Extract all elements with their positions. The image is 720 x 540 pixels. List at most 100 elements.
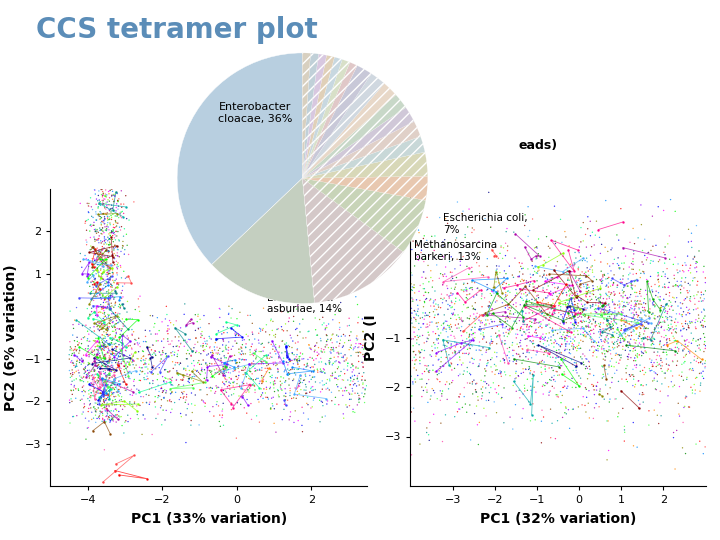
Point: [620, 291, 631, 300]
Point: [112, 349, 123, 358]
Point: [431, 375, 443, 383]
Point: [567, 320, 579, 329]
Point: [179, 398, 191, 407]
Point: [248, 381, 260, 389]
Point: [122, 417, 134, 426]
Point: [351, 375, 363, 383]
Point: [112, 265, 123, 273]
Point: [405, 304, 417, 313]
Point: [689, 252, 701, 261]
Point: [576, 318, 588, 327]
Point: [102, 415, 114, 423]
Point: [289, 355, 300, 363]
Point: [424, 321, 436, 329]
Point: [121, 308, 132, 316]
Point: [630, 380, 642, 389]
Point: [644, 305, 656, 313]
Point: [648, 359, 660, 367]
Point: [163, 340, 175, 349]
Point: [579, 327, 590, 336]
Point: [618, 259, 630, 267]
Point: [104, 274, 116, 282]
Point: [186, 408, 198, 417]
Point: [530, 254, 541, 263]
Point: [647, 309, 659, 318]
Point: [678, 296, 690, 305]
Point: [100, 385, 112, 394]
Point: [406, 392, 418, 400]
Point: [525, 278, 536, 286]
Point: [293, 381, 305, 390]
Point: [160, 388, 171, 397]
Point: [488, 289, 500, 298]
Point: [114, 315, 125, 324]
Point: [564, 424, 575, 433]
Point: [433, 331, 444, 340]
Point: [104, 402, 115, 410]
Point: [99, 296, 110, 305]
Point: [674, 412, 685, 421]
Point: [140, 375, 152, 384]
Point: [424, 318, 436, 327]
Point: [672, 357, 683, 366]
Point: [585, 335, 597, 344]
Point: [430, 368, 441, 376]
Point: [644, 314, 655, 323]
Point: [644, 367, 656, 375]
Point: [107, 195, 118, 204]
Point: [214, 304, 225, 313]
Point: [421, 428, 433, 437]
Point: [462, 345, 473, 354]
Point: [653, 360, 665, 369]
Point: [405, 314, 417, 322]
Point: [578, 360, 590, 369]
Point: [698, 305, 709, 314]
Point: [88, 387, 99, 395]
Point: [461, 334, 472, 343]
Point: [98, 387, 109, 395]
Point: [162, 335, 174, 343]
Point: [624, 372, 636, 381]
Point: [94, 285, 105, 294]
Point: [90, 334, 102, 343]
Point: [89, 235, 101, 244]
Point: [184, 335, 195, 344]
Point: [288, 418, 300, 427]
Point: [544, 388, 555, 397]
Point: [419, 298, 431, 307]
Point: [550, 261, 562, 270]
Point: [458, 279, 469, 287]
Point: [478, 377, 490, 386]
Point: [680, 273, 691, 282]
Point: [96, 376, 108, 384]
Point: [421, 423, 433, 432]
Point: [466, 278, 477, 286]
Point: [583, 271, 595, 280]
Point: [430, 295, 441, 304]
Point: [601, 316, 613, 325]
Point: [104, 364, 116, 373]
Point: [423, 311, 434, 320]
Point: [544, 244, 556, 253]
Point: [521, 334, 533, 343]
Point: [86, 388, 97, 397]
Point: [284, 384, 296, 393]
Point: [408, 281, 420, 289]
Point: [244, 367, 256, 376]
Point: [454, 261, 466, 269]
Point: [577, 280, 589, 289]
Point: [590, 339, 602, 347]
Point: [104, 415, 115, 423]
Point: [464, 284, 475, 293]
Point: [486, 339, 498, 348]
Point: [621, 317, 632, 326]
Point: [637, 260, 649, 269]
Point: [510, 374, 522, 382]
Point: [225, 379, 236, 388]
Point: [693, 314, 705, 323]
Point: [99, 253, 111, 261]
Point: [138, 411, 149, 420]
Point: [674, 382, 685, 391]
Point: [319, 369, 330, 377]
Point: [66, 356, 78, 365]
